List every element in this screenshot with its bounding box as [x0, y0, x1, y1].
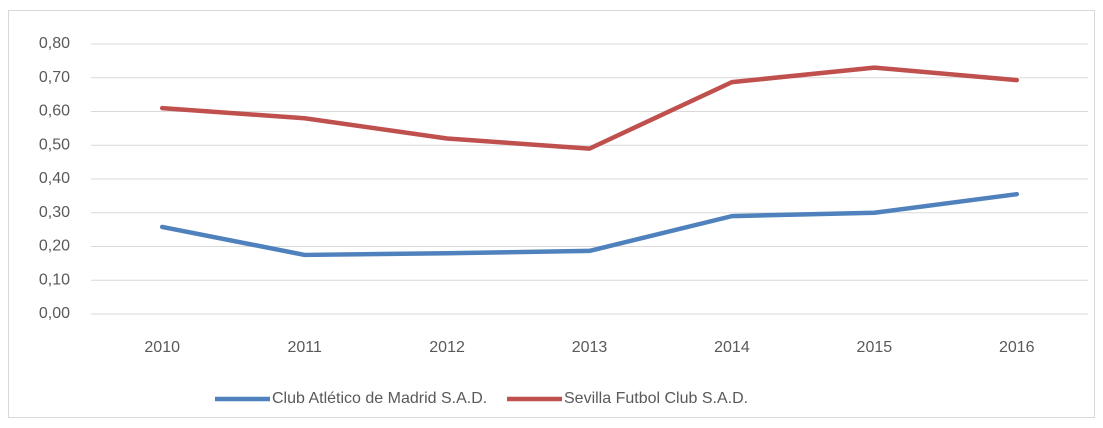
- x-tick-label: 2016: [999, 339, 1035, 356]
- x-tick-label: 2010: [144, 339, 180, 356]
- chart-border: [8, 10, 1095, 418]
- x-tick-label: 2011: [287, 339, 322, 356]
- series-line: [159, 65, 1020, 151]
- y-tick-label: 0,40: [39, 170, 70, 187]
- legend-label: Sevilla Futbol Club S.A.D.: [564, 390, 748, 407]
- y-tick-label: 0,30: [39, 204, 70, 221]
- y-tick-label: 0,20: [39, 238, 70, 255]
- x-tick-label: 2012: [429, 339, 465, 356]
- series-line: [159, 191, 1020, 258]
- x-tick-label: 2013: [572, 339, 608, 356]
- y-tick-label: 0,60: [39, 103, 70, 120]
- legend-label: Club Atlético de Madrid S.A.D.: [272, 390, 487, 407]
- x-tick-label: 2015: [857, 339, 893, 356]
- y-tick-label: 0,70: [39, 69, 70, 86]
- y-tick-label: 0,10: [39, 271, 70, 288]
- y-tick-label: 0,50: [39, 136, 70, 153]
- x-tick-label: 2014: [714, 339, 750, 356]
- y-tick-label: 0,80: [39, 35, 70, 52]
- y-tick-label: 0,00: [39, 305, 70, 322]
